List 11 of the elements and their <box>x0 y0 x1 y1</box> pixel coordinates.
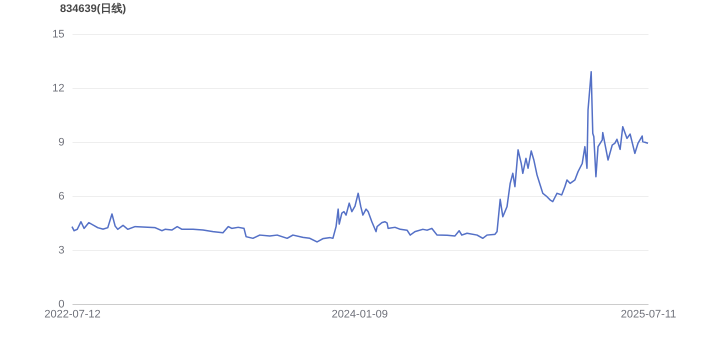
y-tick-label: 0 <box>58 298 64 310</box>
y-tick-label: 9 <box>58 136 64 148</box>
x-tick-label: 2022-07-12 <box>44 308 101 320</box>
chart-title: 834639(日线) <box>60 2 126 15</box>
y-tick-label: 12 <box>52 82 64 94</box>
y-tick-label: 3 <box>58 244 64 256</box>
y-tick-label: 15 <box>52 28 64 40</box>
y-tick-label: 6 <box>58 190 64 202</box>
x-tick-label: 2024-01-09 <box>332 308 388 320</box>
line-series <box>71 71 649 243</box>
x-tick-label: 2025-07-11 <box>620 308 676 320</box>
